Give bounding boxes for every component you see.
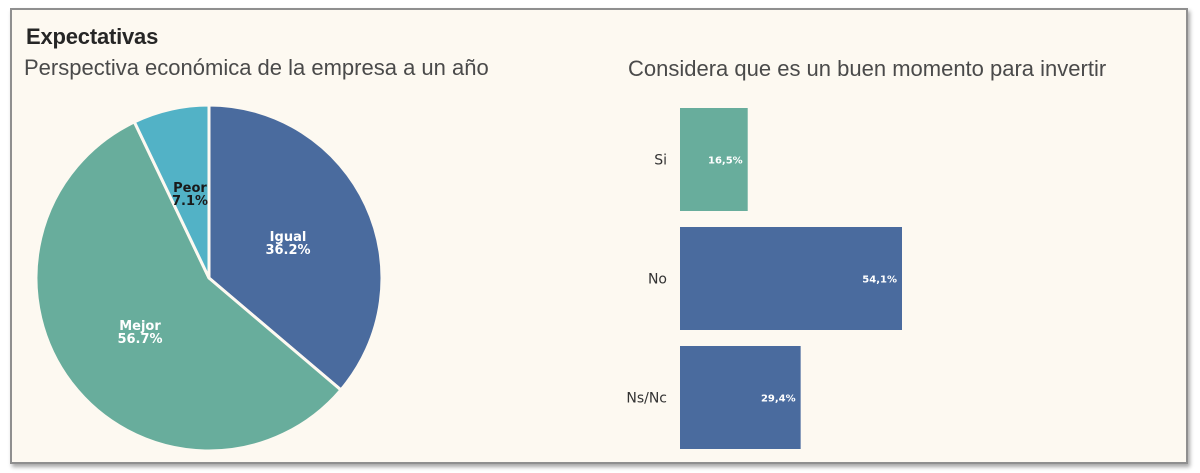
bar-category-label: Ns/Nc (626, 391, 667, 407)
pie-slice-igual (207, 103, 384, 392)
pie-slice-mejor (34, 120, 343, 453)
bar-si (680, 108, 748, 211)
pie-label-peor: Peor (173, 181, 207, 196)
pie-label-mejor: Mejor (119, 319, 161, 334)
pie-value-peor: 7.1% (172, 194, 208, 209)
bar-category-label: No (648, 272, 667, 288)
bar-ns-nc (680, 346, 801, 449)
pie-label-igual: Igual (270, 230, 307, 245)
pie-slice-peor (132, 103, 211, 280)
bar-value-label: 16,5% (708, 156, 743, 167)
bar-value-label: 29,4% (761, 394, 796, 405)
bar-no (680, 227, 902, 330)
pie-value-igual: 36.2% (265, 243, 310, 258)
pie-value-mejor: 56.7% (117, 332, 162, 347)
page-title: Expectativas (26, 24, 159, 49)
bar-chart-title: Considera que es un buen momento para in… (628, 56, 1107, 81)
bar-category-label: Si (654, 153, 667, 169)
pie-chart-title: Perspectiva económica de la empresa a un… (24, 55, 489, 80)
bar-value-label: 54,1% (862, 275, 897, 286)
